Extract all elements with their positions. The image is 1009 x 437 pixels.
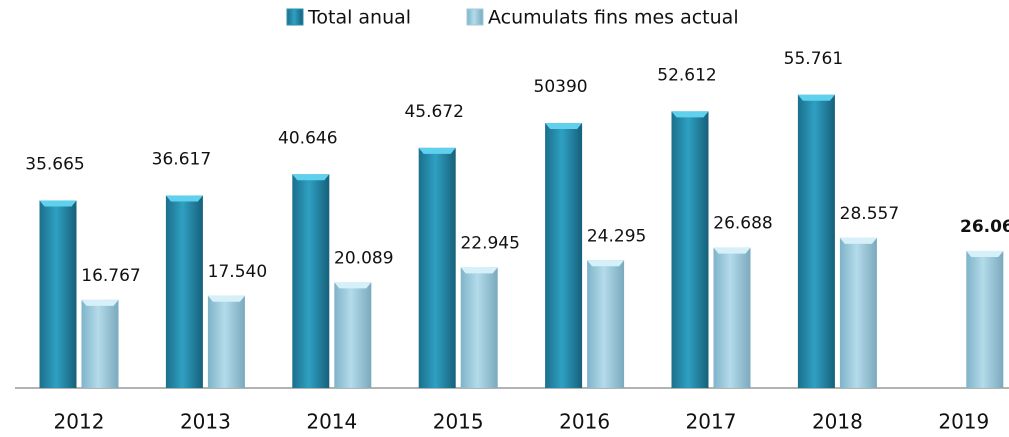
bar [671,111,709,389]
bar [207,295,245,388]
bar-cap [545,123,583,130]
value-label: 24.295 [587,226,646,246]
bar [418,147,456,388]
x-tick-label: 2015 [433,410,484,434]
value-label: 36.617 [152,149,211,169]
bar-cap [966,250,1004,257]
value-label: 28.557 [840,204,899,224]
bar [165,195,203,388]
value-label: 16.767 [81,266,140,286]
bar-cap [797,94,835,101]
bar [292,174,330,388]
legend-label: Acumulats fins mes actual [488,7,739,29]
value-label: 20.089 [334,248,393,268]
x-tick-label: 2012 [54,410,105,434]
bar-cap [418,147,456,154]
bar [966,250,1004,388]
bar-cap [713,247,751,254]
bar [545,123,583,388]
value-label: 26.062 [960,217,1009,237]
x-tick-label: 2018 [812,410,863,434]
bar-cap [587,260,625,267]
legend-swatch [286,8,304,26]
x-tick-label: 2017 [686,410,737,434]
value-label: 35.665 [25,154,84,174]
bar-cap [839,237,877,244]
bar [39,200,77,388]
bar [587,260,625,388]
bar-cap [460,267,498,274]
x-tick-label: 2013 [180,410,231,434]
bar [334,282,372,388]
value-label: 40.646 [278,128,337,148]
bar-cap [39,200,77,207]
value-label: 17.540 [208,262,267,282]
bar [713,247,751,388]
bar-cap [207,295,245,302]
value-label: 22.945 [460,233,519,253]
legend-label: Total anual [307,7,411,29]
bar-cap [292,174,330,181]
x-tick-label: 2019 [938,410,989,434]
bar-cap [165,195,203,202]
bar-cap [671,111,709,118]
value-label: 26.688 [713,214,772,234]
x-tick-label: 2016 [559,410,610,434]
value-label: 45.672 [404,102,463,122]
x-tick-label: 2014 [306,410,357,434]
bar-cap [334,282,372,289]
bar [797,94,835,389]
legend-swatch [466,8,484,26]
value-label: 52.612 [657,65,716,85]
value-label: 55.761 [784,49,843,69]
value-label: 50390 [534,77,588,97]
bar [81,299,119,388]
bar [460,267,498,388]
bar-cap [81,299,119,306]
bar [839,237,877,388]
